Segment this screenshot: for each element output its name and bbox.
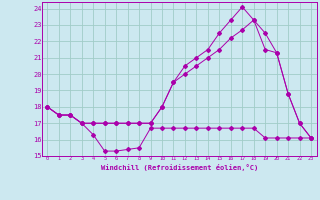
X-axis label: Windchill (Refroidissement éolien,°C): Windchill (Refroidissement éolien,°C) — [100, 164, 258, 171]
